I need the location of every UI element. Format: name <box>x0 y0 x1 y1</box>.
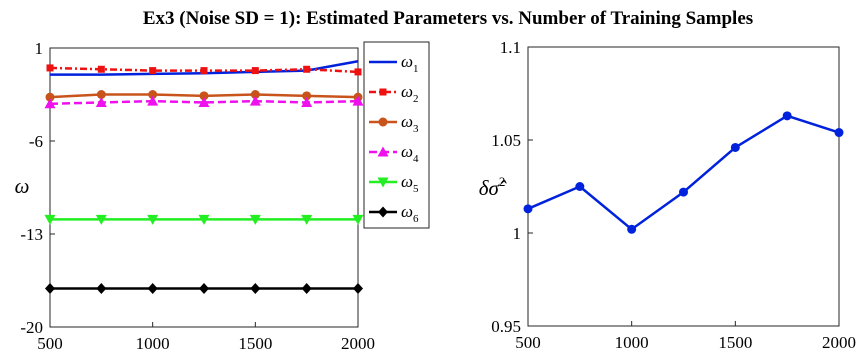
legend-marker <box>379 88 387 96</box>
right-y-tick-label: 1 <box>513 224 522 243</box>
left-data-point <box>198 96 210 107</box>
left-data-point <box>44 214 56 225</box>
left-data-point <box>44 98 56 109</box>
left-data-point <box>96 282 107 294</box>
legend-label-4: ω4 <box>401 142 419 165</box>
left-data-point <box>301 214 313 225</box>
left-data-point <box>352 95 364 106</box>
right-x-tick-label: 1500 <box>718 333 752 352</box>
left-data-point <box>147 214 159 225</box>
left-data-point <box>95 96 107 107</box>
left-data-point <box>354 68 362 76</box>
left-data-point <box>250 90 260 99</box>
legend-marker <box>378 206 388 218</box>
right-data-point <box>679 187 688 197</box>
left-data-point <box>352 214 364 225</box>
left-x-tick-label: 1000 <box>136 334 170 353</box>
right-data-point <box>730 142 740 152</box>
right-x-tick-label: 2000 <box>822 333 856 352</box>
left-data-point <box>147 95 159 106</box>
left-y-tick-label: -20 <box>20 318 43 337</box>
right-data-point <box>523 204 533 214</box>
legend-label-1: ω1 <box>401 52 419 75</box>
left-data-point <box>251 67 259 75</box>
left-data-point <box>45 282 55 294</box>
right-y-tick-label: 0.95 <box>491 317 521 336</box>
right-y-tick-label: 1.05 <box>491 131 521 150</box>
right-data-point <box>575 182 585 191</box>
legend-label-6: ω6 <box>401 202 419 225</box>
left-data-point <box>45 92 55 102</box>
legend: ω1 ω2 ω3 ω4 ω5 ω6 <box>363 41 430 229</box>
left-data-point <box>95 214 107 225</box>
right-data-point <box>782 111 792 121</box>
left-data-point <box>302 91 312 101</box>
left-y-tick-label: -6 <box>29 132 43 151</box>
left-x-tick-label: 500 <box>37 334 63 353</box>
right-x-tick-label: 500 <box>515 333 541 352</box>
left-data-point <box>199 91 209 101</box>
left-data-point <box>97 65 105 73</box>
left-data-point <box>149 67 157 75</box>
left-y-tick-label: 1 <box>35 39 44 58</box>
legend-label-5: ω5 <box>401 172 419 195</box>
legend-marker <box>377 146 389 157</box>
right-chart: 500 1000 1500 2000 1.1 1.05 1 0.95 δσ̂2 <box>479 38 856 352</box>
right-y-tick-label: 1.1 <box>500 38 521 57</box>
left-x-tick-label: 1500 <box>238 334 272 353</box>
left-y-axis-label: ω <box>15 174 30 198</box>
left-data-point <box>353 282 363 294</box>
right-data-point <box>834 128 844 138</box>
left-x-tick-label: 2000 <box>341 334 375 353</box>
left-data-point <box>148 90 158 99</box>
left-data-point <box>198 214 210 225</box>
left-data-point <box>301 96 313 107</box>
right-x-tick-label: 1000 <box>615 333 649 352</box>
left-data-point <box>96 90 106 99</box>
left-data-point <box>147 282 158 294</box>
right-plot-area <box>527 46 840 327</box>
legend-marker <box>377 177 389 188</box>
legend-box <box>363 41 430 229</box>
left-data-point <box>250 282 261 294</box>
left-data-point <box>303 65 311 73</box>
left-data-point <box>199 282 209 294</box>
figure-title: Ex3 (Noise SD = 1): Estimated Parameters… <box>143 8 753 29</box>
right-data-point <box>627 224 637 234</box>
right-y-axis-label: δσ̂2 <box>479 174 507 200</box>
legend-label-2: ω2 <box>401 82 419 105</box>
left-y-tick-label: -13 <box>20 225 43 244</box>
left-data-point <box>200 67 208 75</box>
left-chart: 500 1000 1500 2000 1 -6 -13 -20 ω ω1 ω2 ω3 ω4 ω5 ω6 <box>15 39 430 353</box>
legend-marker <box>378 117 388 127</box>
left-data-point <box>46 64 54 72</box>
left-data-point <box>249 95 261 106</box>
left-data-point <box>301 282 312 294</box>
left-data-point <box>249 214 261 225</box>
legend-label-3: ω3 <box>401 112 419 135</box>
